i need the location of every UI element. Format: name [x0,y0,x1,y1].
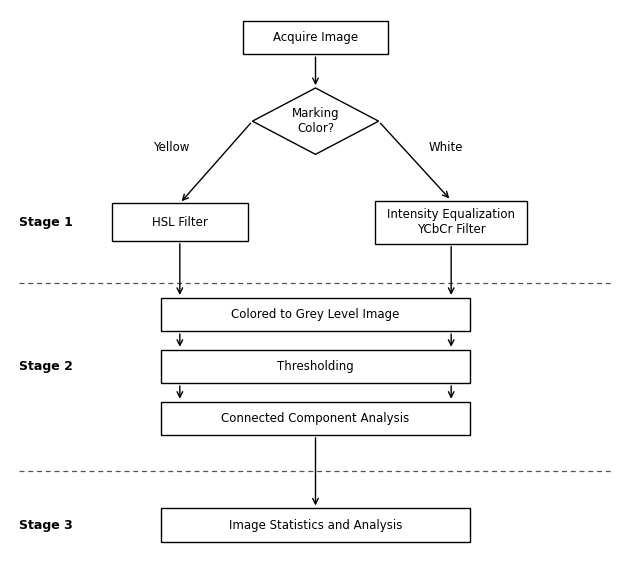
Bar [161,350,470,383]
Text: Connected Component Analysis: Connected Component Analysis [221,412,410,425]
Text: Thresholding: Thresholding [277,360,354,373]
Text: Marking
Color?: Marking Color? [292,107,339,135]
Bar [161,298,470,331]
Text: Stage 2: Stage 2 [19,360,73,373]
Polygon shape [252,88,379,154]
Bar [161,402,470,435]
Text: Colored to Grey Level Image: Colored to Grey Level Image [232,308,399,321]
Text: Intensity Equalization
YCbCr Filter: Intensity Equalization YCbCr Filter [387,208,515,236]
Bar [112,204,247,241]
Text: Stage 1: Stage 1 [19,216,73,228]
Bar [161,508,470,542]
Text: Acquire Image: Acquire Image [273,31,358,44]
Bar [243,21,388,54]
Text: Yellow: Yellow [153,141,189,153]
Text: HSL Filter: HSL Filter [152,216,208,228]
Text: White: White [429,141,464,153]
Bar [375,201,527,243]
Text: Stage 3: Stage 3 [19,519,73,531]
Text: Image Statistics and Analysis: Image Statistics and Analysis [229,519,402,531]
